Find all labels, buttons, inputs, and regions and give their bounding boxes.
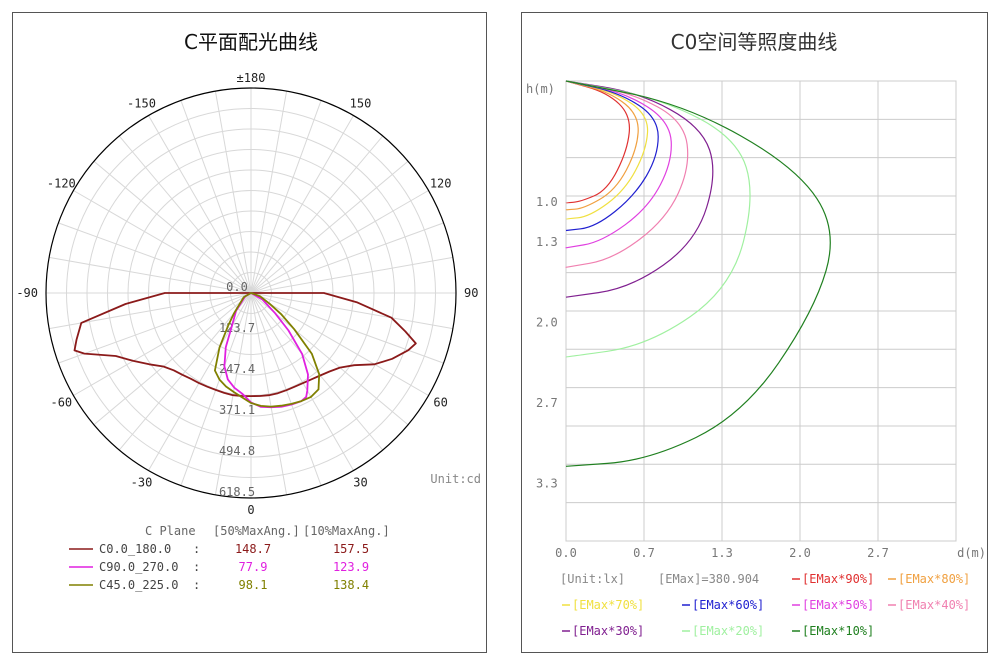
grid-ring bbox=[86, 128, 416, 458]
legend-series-name: C0.0_180.0 bbox=[99, 542, 171, 556]
polar-chart-panel: C平面配光曲线 ±180 -150 150 -120 120 -90 90 -60 60 -30 30… bbox=[12, 12, 487, 653]
radial-tick-label: 494.8 bbox=[219, 444, 255, 458]
isolux-series-curve bbox=[565, 80, 831, 467]
chart-title: C0空间等照度曲线 bbox=[671, 30, 838, 54]
y-axis-label: h(m) bbox=[526, 82, 555, 96]
legend-value-50: 77.9 bbox=[239, 560, 268, 574]
emax-label: [EMax]=380.904 bbox=[658, 572, 759, 586]
angle-tick-label: ±180 bbox=[237, 71, 266, 85]
x-axis-label: d(m) bbox=[957, 546, 986, 560]
y-tick-label: 2.0 bbox=[536, 316, 558, 330]
angle-tick-label: 120 bbox=[430, 177, 452, 191]
outer-ring bbox=[45, 87, 457, 499]
x-tick-label: 1.3 bbox=[711, 546, 733, 560]
isolux-series-curve bbox=[565, 80, 714, 298]
legend-series-name: [EMax*70%] bbox=[572, 598, 644, 612]
grid-ring bbox=[107, 149, 395, 437]
legend-value-10: 123.9 bbox=[333, 560, 369, 574]
legend-value-50: 98.1 bbox=[239, 578, 268, 592]
legend-series-name: [EMax*90%] bbox=[802, 572, 874, 586]
legend-value-10: 138.4 bbox=[333, 578, 369, 592]
legend-value-10: 157.5 bbox=[333, 542, 369, 556]
radial-tick-label: 0.0 bbox=[226, 280, 248, 294]
legend-separator: : bbox=[193, 560, 200, 574]
x-tick-label: 2.0 bbox=[789, 546, 811, 560]
polar-series-curve bbox=[214, 292, 321, 408]
polar-chart: C平面配光曲线 ±180 -150 150 -120 120 -90 90 -60 60 -30 30… bbox=[16, 30, 481, 592]
legend-separator: : bbox=[193, 578, 200, 592]
legend-value-50: 148.7 bbox=[235, 542, 271, 556]
legend-series-name: [EMax*30%] bbox=[572, 624, 644, 638]
angle-tick-label: -60 bbox=[50, 396, 72, 410]
angle-tick-label: 0 bbox=[247, 503, 254, 517]
y-tick-label: 1.3 bbox=[536, 235, 558, 249]
legend-series-name: C45.0_225.0 bbox=[99, 578, 178, 592]
isolux-series-curve bbox=[565, 80, 631, 204]
isolux-series-curve bbox=[565, 80, 639, 211]
x-tick-label: 0.7 bbox=[633, 546, 655, 560]
chart-title: C平面配光曲线 bbox=[184, 30, 318, 54]
polar-series-curve bbox=[73, 292, 417, 397]
radial-tick-label: 618.5 bbox=[219, 485, 255, 499]
legend-series-name: [EMax*80%] bbox=[898, 572, 970, 586]
angle-tick-label: 30 bbox=[353, 476, 367, 490]
x-tick-label: 0.0 bbox=[555, 546, 577, 560]
radial-tick-label: 371.1 bbox=[219, 403, 255, 417]
y-tick-label: 3.3 bbox=[536, 477, 558, 491]
legend-header-col2: [10%MaxAng.] bbox=[303, 524, 390, 538]
legend-series-name: C90.0_270.0 bbox=[99, 560, 178, 574]
y-tick-label: 1.0 bbox=[536, 195, 558, 209]
angle-tick-label: 90 bbox=[464, 286, 478, 300]
legend-series-name: [EMax*10%] bbox=[802, 624, 874, 638]
radial-tick-label: 247.4 bbox=[219, 362, 255, 376]
y-tick-label: 2.7 bbox=[536, 396, 558, 410]
legend-separator: : bbox=[193, 542, 200, 556]
isolux-chart-panel: C0空间等照度曲线 h(m) d(m) 1.0 1.3 2.0 2.7 3.3 0.0 0.7 1.… bbox=[521, 12, 988, 653]
legend-series-name: [EMax*40%] bbox=[898, 598, 970, 612]
isolux-chart: C0空间等照度曲线 h(m) d(m) 1.0 1.3 2.0 2.7 3.3 0.0 0.7 1.… bbox=[526, 30, 986, 638]
legend-header-col1: [50%MaxAng.] bbox=[213, 524, 300, 538]
legend-series-name: [EMax*20%] bbox=[692, 624, 764, 638]
legend-series-name: [EMax*60%] bbox=[692, 598, 764, 612]
grid-ring bbox=[66, 108, 436, 478]
isolux-series-curve bbox=[565, 80, 659, 232]
angle-tick-label: -150 bbox=[127, 96, 156, 110]
plot-frame bbox=[565, 80, 957, 542]
angle-tick-label: -30 bbox=[131, 476, 153, 490]
legend-series-name: [EMax*50%] bbox=[802, 598, 874, 612]
grid-ring bbox=[127, 169, 375, 417]
angle-tick-label: -120 bbox=[47, 177, 76, 191]
x-tick-label: 2.7 bbox=[867, 546, 889, 560]
angle-tick-label: 60 bbox=[433, 396, 447, 410]
unit-label: [Unit:lx] bbox=[560, 572, 625, 586]
angle-tick-label: 150 bbox=[350, 96, 372, 110]
legend-header-plane: C Plane bbox=[145, 524, 196, 538]
angle-tick-label: -90 bbox=[16, 286, 38, 300]
unit-label: Unit:cd bbox=[430, 472, 481, 486]
